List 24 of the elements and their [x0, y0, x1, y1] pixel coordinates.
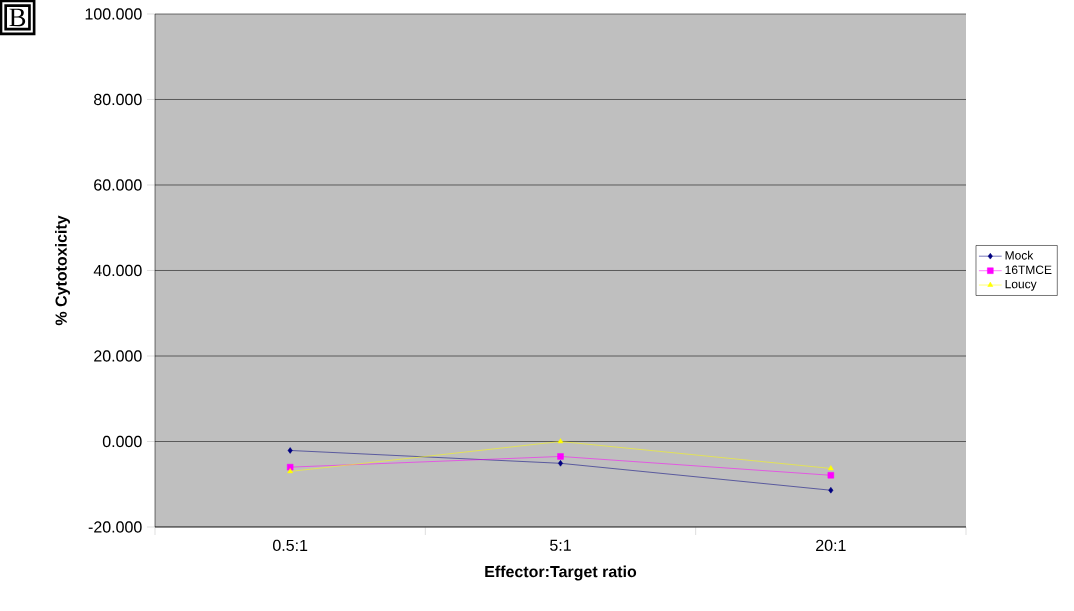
legend-label: 16TMCE	[1005, 265, 1052, 275]
y-axis-title: % Cytotoxicity	[55, 215, 70, 326]
text: B	[9, 8, 26, 27]
x-tick-label: 0.5:1	[273, 539, 308, 552]
x-tick-label: 20:1	[816, 539, 846, 552]
point	[557, 438, 564, 444]
y-tick-label: 40.000	[93, 264, 142, 277]
legend-label: Mock	[1005, 250, 1034, 260]
point	[828, 465, 834, 471]
y-tick-label: 60.000	[94, 179, 142, 191]
point	[558, 460, 563, 467]
y-tick-label: 20.000	[94, 350, 142, 362]
point	[287, 447, 293, 454]
x-axis-title: Effector:Target ratio	[485, 565, 637, 581]
y-tick-label: 100.000	[85, 8, 142, 20]
y-tick-label: 80.000	[94, 93, 142, 106]
y-tick-label: 0.000	[102, 435, 142, 448]
legend-label: Loucy	[1005, 279, 1037, 291]
point	[287, 468, 293, 474]
point	[557, 453, 564, 460]
y-tick-label: -20.000	[88, 521, 142, 533]
point	[827, 472, 835, 479]
x-tick-label: 5:1	[550, 539, 571, 551]
point	[828, 487, 834, 494]
